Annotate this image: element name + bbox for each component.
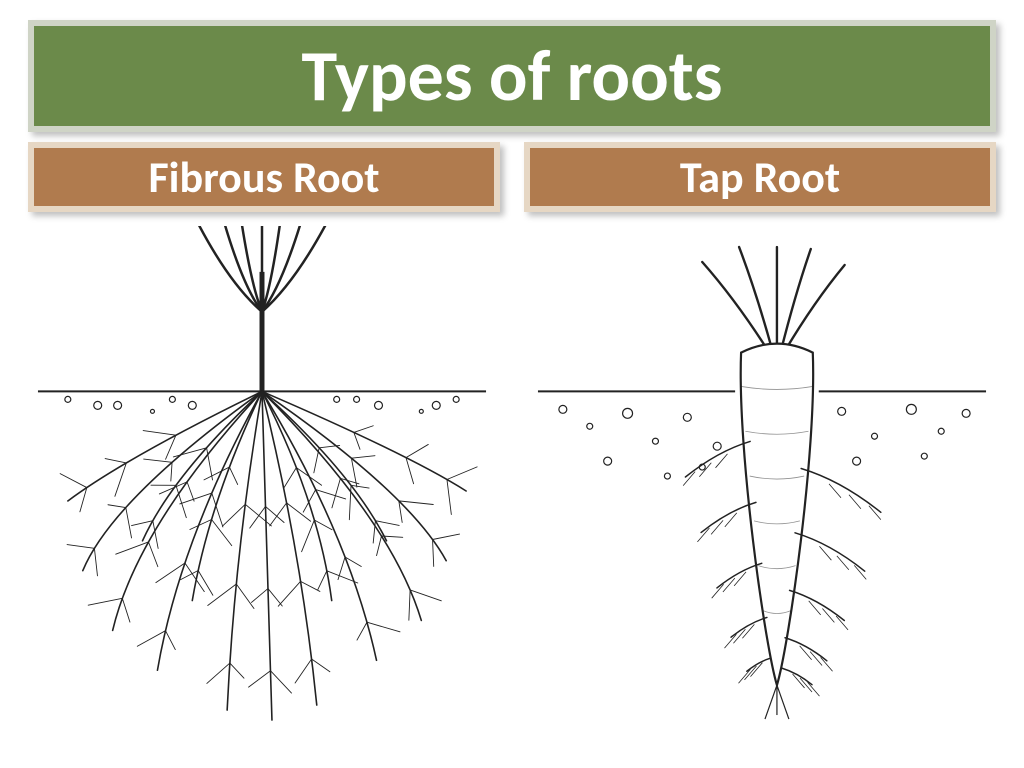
taproot-panel <box>528 226 996 756</box>
diagram-row <box>28 220 996 756</box>
tap-root-diagram <box>528 226 996 756</box>
subtitle-fibrous: Fibrous Root <box>28 142 500 212</box>
fibrous-root-diagram <box>28 226 496 756</box>
subtitle-taproot-text: Tap Root <box>680 150 840 204</box>
title-box: Types of roots <box>28 20 996 132</box>
fibrous-panel <box>28 226 496 756</box>
subtitle-row: Fibrous Root Tap Root <box>28 142 996 212</box>
subtitle-fibrous-text: Fibrous Root <box>148 150 379 204</box>
title-text: Types of roots <box>302 32 723 120</box>
subtitle-taproot: Tap Root <box>524 142 996 212</box>
